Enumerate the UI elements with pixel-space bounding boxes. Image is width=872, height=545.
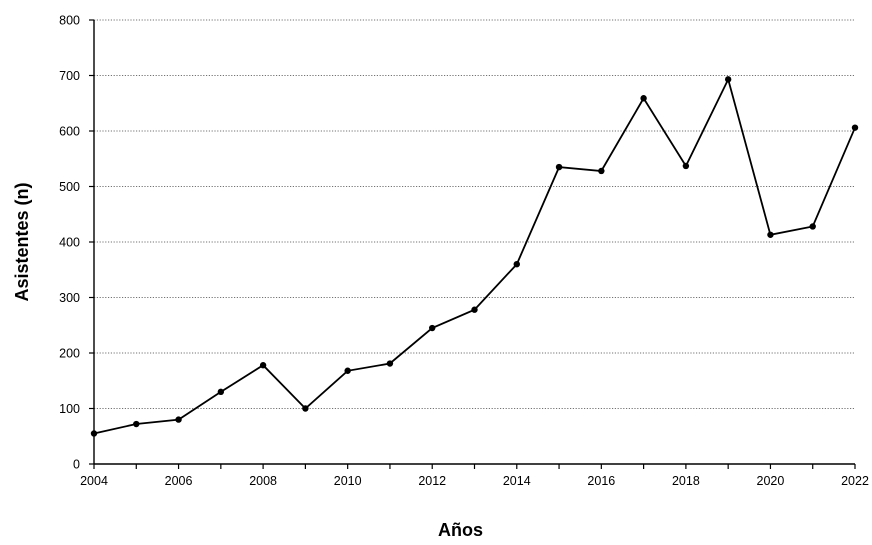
y-tick-label: 0 [73,458,80,472]
data-point [429,324,436,332]
data-point [386,360,394,367]
data-point [302,405,309,412]
data-point [133,420,140,428]
data-point [640,95,647,102]
x-tick-label: 2012 [418,474,446,488]
x-tick-label: 2022 [841,474,869,488]
data-point [90,430,98,437]
y-tick-label: 800 [59,14,80,28]
x-tick-label: 2004 [80,474,108,488]
x-ticks: 2004 2006 2008 2010 2012 2014 2016 2018 2020 2022 [80,464,869,488]
data-point [471,306,478,313]
x-tick-label: 2020 [757,474,785,488]
y-tick-label: 400 [59,236,80,250]
data-point [217,388,225,396]
data-point [851,124,859,131]
x-tick-label: 2008 [249,474,277,488]
data-point [175,416,182,423]
y-tick-label: 300 [59,291,80,305]
x-tick-label: 2016 [587,474,615,488]
data-point [513,261,520,268]
y-tick-label: 600 [59,125,80,139]
x-tick-label: 2018 [672,474,700,488]
data-point [767,231,774,238]
x-tick-label: 2006 [165,474,193,488]
x-tick-label: 2014 [503,474,531,488]
data-point [682,162,690,170]
x-tick-label: 2010 [334,474,362,488]
data-point [809,223,816,230]
gridlines [94,19,855,409]
y-axis-title: Asistentes (n) [12,182,32,301]
data-point [555,163,563,171]
data-point [259,362,267,369]
data-point [598,167,605,175]
series-line [93,76,856,435]
x-axis-title: Años [438,520,483,540]
y-tick-label: 700 [59,69,80,83]
y-tick-label: 100 [59,402,80,416]
y-tick-label: 500 [59,180,80,194]
data-point [344,367,351,374]
y-ticks: 0 100 200 300 400 500 600 700 800 [59,14,94,472]
data-point [724,76,732,83]
y-tick-label: 200 [59,347,80,361]
series [90,76,859,437]
